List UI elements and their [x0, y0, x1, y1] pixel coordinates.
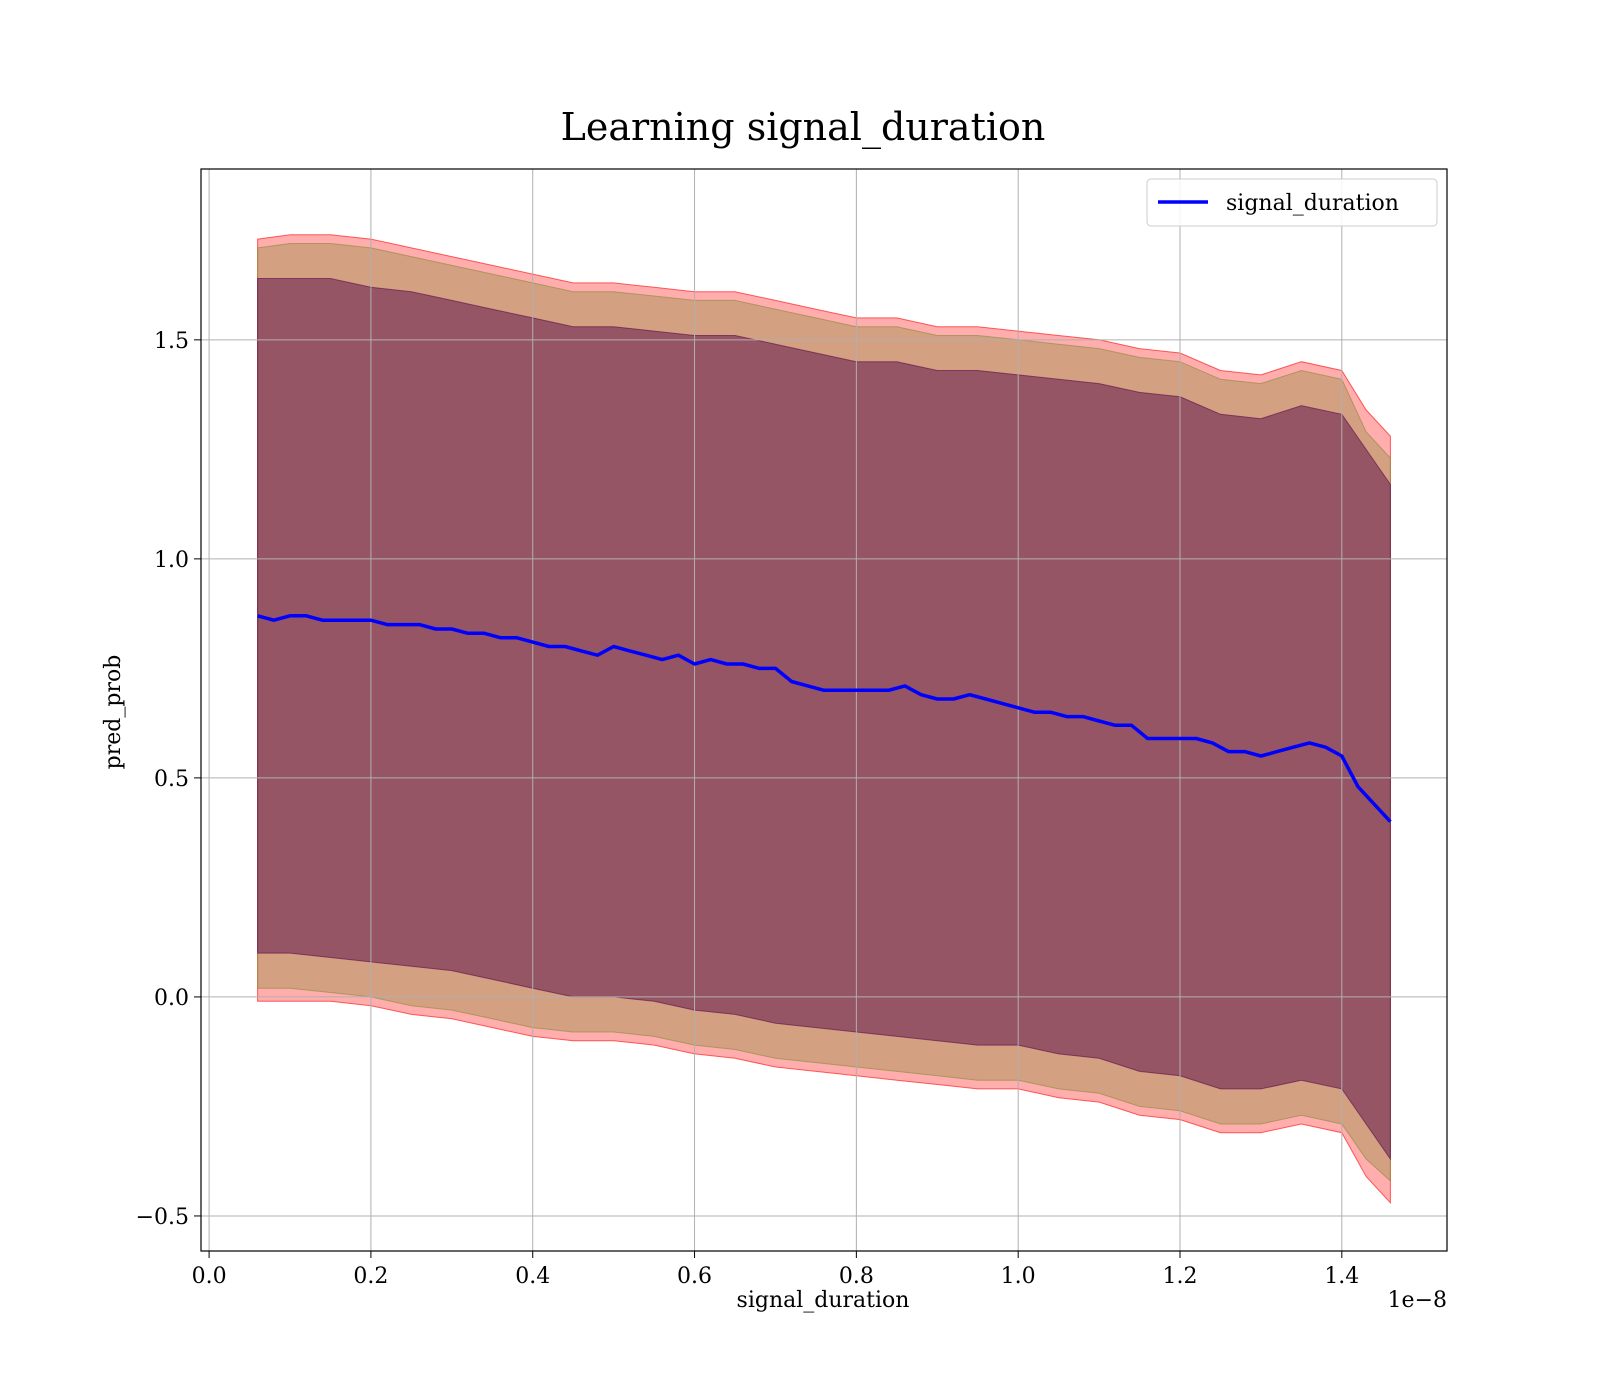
x-tick-label: 0.6 [677, 1264, 712, 1289]
series-lines [257, 614, 1392, 823]
x-tick-label: 0.8 [839, 1264, 874, 1289]
x-axis-ticks: 0.0 0.2 0.4 0.6 0.8 1.0 1.2 1.4 [192, 1251, 1359, 1289]
legend-label-signal-duration: signal_duration [1226, 191, 1399, 216]
grid-lines [201, 169, 1447, 1251]
series-line-signal-duration [257, 614, 1392, 823]
y-axis-ticks: −0.5 0.0 0.5 1.0 1.5 [136, 329, 201, 1230]
chart-title: Learning signal_duration [561, 105, 1046, 150]
y-tick-label: 0.0 [154, 986, 189, 1011]
x-tick-label: 1.4 [1324, 1264, 1359, 1289]
confidence-bands [257, 234, 1391, 1205]
y-tick-label: −0.5 [136, 1205, 189, 1230]
x-axis-label: signal_duration [737, 1288, 910, 1313]
legend-box [1146, 178, 1438, 227]
y-axis-label: pred_prob [101, 655, 126, 770]
plot-frame [200, 168, 1448, 1252]
x-tick-label: 0.2 [353, 1264, 388, 1289]
x-tick-label: 0.4 [515, 1264, 550, 1289]
x-tick-label: 1.2 [1163, 1264, 1198, 1289]
x-axis-offset-text: 1e−8 [1388, 1288, 1447, 1313]
y-tick-label: 1.0 [154, 548, 189, 573]
y-tick-label: 1.5 [154, 329, 189, 354]
legend: signal_duration [1146, 178, 1438, 227]
x-tick-label: 0.0 [192, 1264, 227, 1289]
y-tick-label: 0.5 [154, 767, 189, 792]
x-tick-label: 1.0 [1001, 1264, 1036, 1289]
